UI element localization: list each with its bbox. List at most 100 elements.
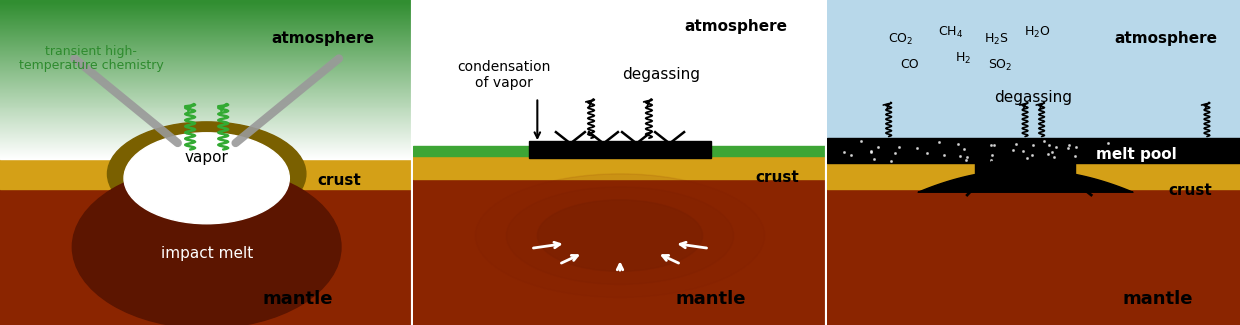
Bar: [0, 63, 413, 66]
Bar: [0, 119, 413, 122]
Bar: [0, 37, 413, 40]
Text: crust: crust: [317, 173, 361, 188]
Ellipse shape: [108, 122, 306, 226]
Bar: [0, 125, 413, 127]
Bar: [0, 55, 413, 58]
Bar: [0, 97, 413, 99]
Bar: [0, 47, 413, 50]
Bar: [0, 5, 413, 8]
Bar: [0, 143, 413, 145]
Text: atmosphere: atmosphere: [1114, 32, 1218, 46]
Bar: [0, 11, 413, 14]
Bar: [0, 101, 413, 103]
Bar: [0, 103, 413, 106]
Bar: [0, 121, 413, 124]
Bar: [0, 0, 413, 2]
Bar: [0, 7, 413, 10]
Bar: [0, 107, 413, 110]
Bar: [0, 13, 413, 16]
Text: H$_2$O: H$_2$O: [1024, 25, 1050, 40]
Bar: [0, 15, 413, 18]
Bar: [0, 1, 413, 4]
Bar: [0, 59, 413, 62]
Bar: [0, 51, 413, 54]
Bar: [0, 49, 413, 52]
Bar: [0, 67, 413, 70]
Bar: [0, 39, 413, 42]
Bar: [0, 85, 413, 87]
Bar: [0, 111, 413, 113]
Text: CO: CO: [900, 58, 919, 72]
Bar: [0, 150, 413, 153]
Text: melt pool: melt pool: [1096, 147, 1177, 162]
Bar: [0, 21, 413, 24]
Bar: [0, 129, 413, 131]
Bar: [0, 83, 413, 85]
Bar: [0, 105, 413, 108]
Text: mantle: mantle: [263, 290, 332, 308]
Bar: [0, 27, 413, 30]
Bar: [0, 141, 413, 143]
Bar: [0, 9, 413, 12]
Ellipse shape: [124, 133, 289, 224]
Text: vapor: vapor: [185, 150, 228, 165]
Bar: [0, 61, 413, 64]
Ellipse shape: [475, 174, 765, 297]
Bar: [0, 19, 413, 22]
Bar: [0, 123, 413, 125]
Bar: [0, 153, 413, 155]
Bar: [0, 25, 413, 28]
Ellipse shape: [72, 166, 341, 325]
Bar: [413, 179, 827, 325]
Bar: [0, 79, 413, 82]
Bar: [0, 91, 413, 94]
Text: CO$_2$: CO$_2$: [888, 32, 914, 46]
Bar: [0, 57, 413, 60]
Bar: [0, 157, 413, 159]
Bar: [0, 75, 413, 78]
Bar: [0, 77, 413, 80]
Bar: [0, 31, 413, 34]
Text: CH$_4$: CH$_4$: [937, 25, 963, 40]
Bar: [0, 17, 413, 20]
Bar: [827, 159, 1240, 188]
Text: crust: crust: [1168, 183, 1213, 198]
Bar: [0, 147, 413, 149]
Text: degassing: degassing: [994, 90, 1073, 105]
Ellipse shape: [537, 200, 703, 271]
Bar: [0, 117, 413, 119]
Bar: [0, 3, 413, 6]
Bar: [0, 99, 413, 101]
Bar: [0, 43, 413, 46]
Bar: [0, 73, 413, 76]
Bar: [0, 149, 413, 151]
Bar: [0, 145, 413, 147]
Bar: [0, 137, 413, 139]
Bar: [0, 23, 413, 26]
Bar: [0, 45, 413, 48]
Bar: [0, 93, 413, 96]
Bar: [0, 127, 413, 129]
Bar: [0, 131, 413, 133]
Bar: [0, 89, 413, 92]
Bar: [0, 53, 413, 56]
Bar: [0, 87, 413, 90]
Bar: [0, 135, 413, 137]
Bar: [0, 69, 413, 72]
Text: crust: crust: [755, 170, 799, 185]
Text: impact melt: impact melt: [160, 246, 253, 261]
Bar: [0, 115, 413, 117]
Bar: [0, 29, 413, 32]
Bar: [827, 188, 1240, 325]
Bar: [827, 138, 1240, 162]
Bar: [413, 146, 827, 156]
Bar: [0, 113, 413, 115]
Text: H$_2$S: H$_2$S: [983, 32, 1008, 46]
Bar: [0, 95, 413, 98]
Bar: [0, 81, 413, 84]
Text: SO$_2$: SO$_2$: [988, 58, 1013, 72]
Text: atmosphere: atmosphere: [684, 19, 787, 33]
Bar: [0, 139, 413, 141]
Bar: [413, 156, 827, 179]
Ellipse shape: [506, 187, 734, 284]
